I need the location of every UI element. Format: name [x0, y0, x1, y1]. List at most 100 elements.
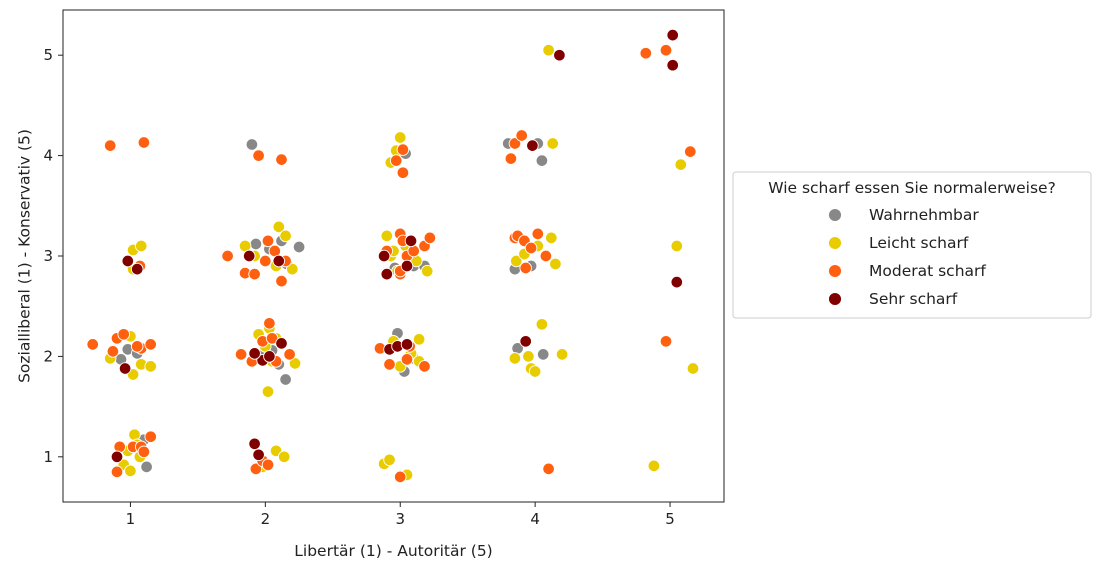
data-point: [261, 234, 275, 248]
data-point: [545, 231, 558, 245]
data-point: [121, 254, 135, 268]
data-point: [234, 348, 248, 361]
series-sehr-scharf: [110, 28, 684, 464]
legend-marker: [828, 292, 842, 306]
data-point: [684, 145, 697, 158]
data-point: [380, 229, 394, 243]
data-point: [528, 365, 542, 378]
x-tick-label: 2: [261, 510, 271, 528]
data-point: [666, 28, 679, 42]
legend-entry: Sehr scharf: [828, 290, 958, 308]
data-point: [377, 249, 391, 263]
data-point: [380, 267, 394, 281]
data-point: [400, 353, 414, 366]
x-tick-label: 1: [126, 510, 136, 528]
data-point: [400, 259, 414, 273]
data-point: [272, 254, 286, 268]
data-point: [670, 275, 684, 289]
y-tick-label: 4: [43, 147, 53, 165]
data-point: [242, 249, 256, 263]
data-point: [389, 154, 403, 167]
data-point: [526, 139, 539, 152]
data-point: [546, 137, 559, 150]
data-point: [396, 166, 410, 179]
data-point: [647, 459, 661, 473]
data-point: [393, 131, 407, 144]
data-point: [261, 458, 275, 472]
data-point: [283, 348, 296, 361]
y-tick-label: 3: [43, 247, 53, 265]
data-point: [130, 340, 144, 353]
x-tick-label: 5: [665, 510, 675, 528]
y-axis-label: Sozialliberal (1) - Konservativ (5): [15, 129, 33, 383]
data-point: [130, 262, 144, 276]
data-point: [639, 46, 653, 60]
data-point: [137, 445, 151, 459]
data-point: [515, 129, 528, 142]
data-point: [536, 348, 550, 361]
x-tick-label: 4: [530, 510, 540, 528]
data-point: [140, 460, 153, 474]
data-point: [106, 345, 120, 358]
data-point: [86, 338, 99, 351]
data-point: [539, 249, 553, 263]
data-point: [666, 58, 679, 72]
data-point: [522, 350, 535, 363]
legend-label: Leicht scharf: [869, 234, 969, 252]
data-point: [249, 462, 263, 476]
y-tick-label: 5: [43, 46, 53, 64]
data-point: [275, 153, 288, 166]
legend-marker: [828, 236, 842, 250]
data-point: [423, 231, 437, 245]
legend-marker: [828, 264, 842, 278]
data-point: [383, 358, 396, 371]
data-point: [420, 264, 434, 278]
legend-label: Moderat scharf: [869, 262, 986, 280]
data-point: [144, 430, 157, 443]
data-point: [252, 448, 265, 462]
data-point: [549, 257, 562, 271]
series-moderat-scharf: [86, 43, 697, 484]
data-point: [519, 335, 532, 348]
data-point: [134, 239, 148, 253]
data-point: [686, 362, 700, 375]
data-point: [404, 234, 418, 248]
y-tick-label: 2: [43, 347, 53, 365]
data-point: [286, 262, 299, 276]
data-point: [418, 360, 431, 373]
data-point: [279, 229, 292, 243]
data-point: [412, 333, 426, 346]
points-layer: [86, 28, 700, 484]
x-axis-label: Libertär (1) - Autoritär (5): [294, 542, 492, 560]
data-point: [110, 465, 124, 479]
data-point: [659, 335, 673, 348]
data-point: [519, 261, 532, 275]
x-tick-label: 3: [395, 510, 405, 528]
data-point: [263, 317, 276, 330]
data-point: [383, 453, 396, 467]
data-point: [674, 158, 688, 171]
data-point: [118, 362, 132, 375]
data-point: [393, 470, 407, 484]
data-point: [531, 227, 545, 241]
legend-entry: Moderat scharf: [828, 262, 986, 280]
data-point: [508, 352, 522, 365]
legend-entry: Leicht scharf: [828, 234, 969, 252]
data-point: [553, 48, 566, 62]
data-point: [279, 373, 292, 386]
data-point: [670, 239, 684, 253]
data-point: [252, 149, 265, 162]
data-point: [272, 220, 286, 234]
data-point: [400, 338, 414, 351]
legend-title: Wie scharf essen Sie normalerweise?: [768, 179, 1056, 197]
data-point: [275, 337, 288, 350]
data-point: [542, 43, 555, 57]
data-point: [248, 347, 261, 360]
legend-entries: Wahrnehmbar Leicht scharf Moderat scharf Se…: [828, 206, 986, 308]
data-point: [396, 143, 410, 156]
data-point: [542, 462, 555, 476]
data-point: [510, 254, 523, 268]
data-point: [508, 137, 522, 150]
data-point: [117, 328, 130, 341]
data-point: [249, 237, 263, 251]
